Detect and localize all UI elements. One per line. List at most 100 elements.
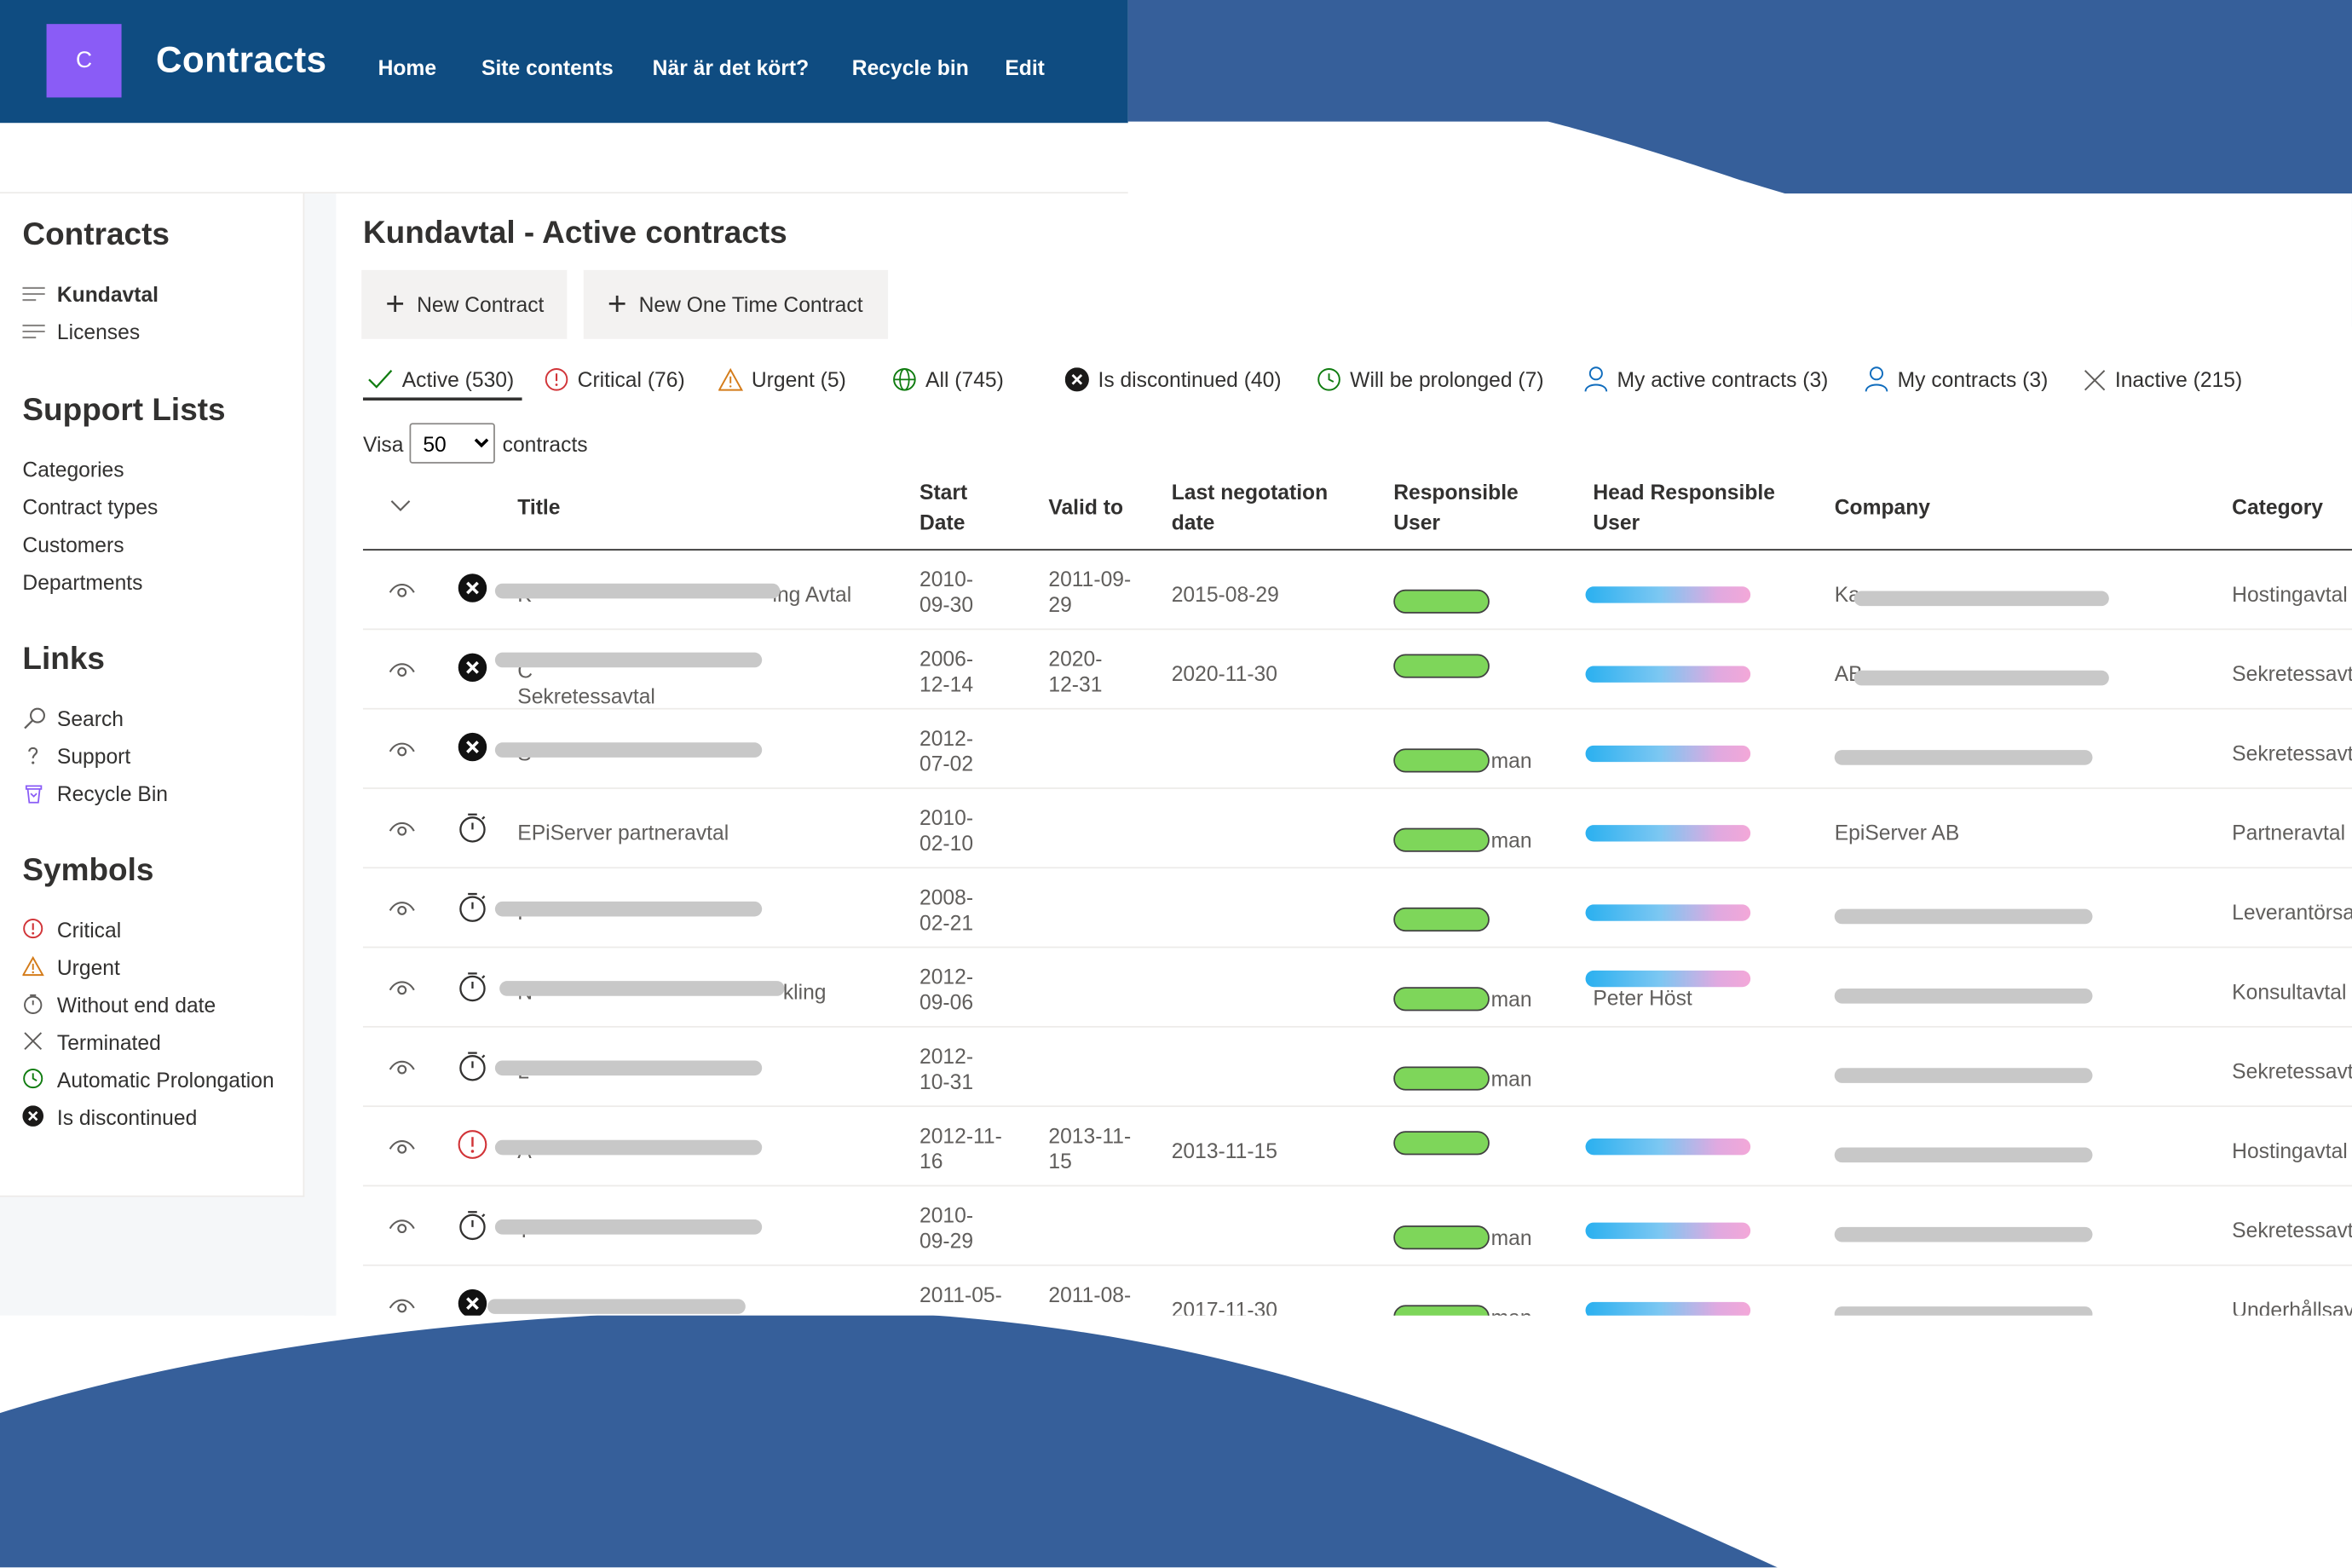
nav-item-kundavtal[interactable]: Kundavtal [22,280,159,308]
tab-urgent[interactable]: Urgent (5) [718,363,846,396]
legend-automatic-prolongation: Automatic Prolongation [22,1067,274,1094]
redacted-head-responsible-user [1585,1222,1751,1239]
view-icon[interactable] [389,819,416,846]
table-row[interactable]: EPiServer partneravtal 2010-02-10 man EpiSe… [337,789,2352,869]
redacted-company [1834,908,2093,925]
column-head-responsible-user[interactable]: Head Responsible User [1593,480,1775,534]
topnav-home[interactable]: Home [378,55,437,80]
site-logo[interactable]: C [46,24,122,98]
tab-active[interactable]: Active (530) [367,363,514,396]
tab-is-discontinued[interactable]: Is discontinued (40) [1064,363,1282,396]
start-date: 2010-02-10 [919,805,974,856]
view-icon[interactable] [389,1296,416,1316]
nav-item-licenses[interactable]: Licenses [22,318,140,345]
site-title[interactable]: Contracts [156,40,327,82]
table-row[interactable]: S2012-07-02manSekretessavtal [337,710,2352,789]
table-row[interactable]: King Avtal2010-09-302011-09-292015-08-29… [337,551,2352,631]
table-row[interactable]: 2011-05- 2011-08- 2017-11-30 man Underhållsa… [337,1266,2352,1316]
critical-icon [22,918,56,942]
row-divider [362,1105,2352,1108]
topnav-nar-ar-det-kort[interactable]: När är det kört? [652,55,810,80]
topnav-recycle-bin[interactable]: Recycle bin [851,55,969,80]
column-title[interactable]: Title [517,494,561,520]
valid-to-date: 2011-08- [1048,1282,1132,1307]
responsible-user-text[interactable]: man [1490,987,1532,1012]
redacted-head-responsible-user [1585,970,1751,988]
view-icon[interactable] [389,1217,416,1244]
search-icon [22,706,56,730]
title-text-end[interactable]: kling [782,979,827,1004]
tab-my-contracts[interactable]: My contracts (3) [1865,363,2048,396]
category: Sekretessavtal [2232,661,2352,686]
new-one-time-contract-label: New One Time Contract [638,292,863,317]
column-category[interactable]: Category [2232,494,2323,520]
view-icon[interactable] [389,580,416,608]
title-text-start[interactable]: EPiServer partneravtal [517,820,729,845]
table-row[interactable]: L2012-10-31manSekretessavtal [337,1028,2352,1108]
company-text[interactable]: EpiServer AB [1834,820,1960,845]
view-icon[interactable] [389,1058,416,1085]
nav-item-recycle-bin[interactable]: Recycle Bin [22,780,168,807]
tab-inactive[interactable]: Inactive (215) [2082,363,2242,396]
nav-item-departments[interactable]: Departments [22,569,143,595]
column-company[interactable]: Company [1834,494,1931,520]
view-icon[interactable] [389,978,416,1006]
recycle-bin-icon [22,781,56,805]
table-row[interactable]: T2010-09-29manSekretessavtal [337,1186,2352,1266]
table-row[interactable]: C Sekretessavtal 2006-12-14 2020-12-31 2020-… [337,630,2352,710]
tab-all[interactable]: All (745) [892,363,1004,396]
column-last-negotation-date[interactable]: Last negotation date [1171,480,1329,534]
column-start-date[interactable]: Start Date [919,480,968,534]
responsible-user-text[interactable]: man [1490,827,1532,852]
nav-item-search[interactable]: Search [22,705,124,732]
nav-item-label: Search [56,706,124,731]
row-divider [362,1185,2352,1187]
start-date: 2010-09-29 [919,1202,974,1253]
add-icon: + [385,285,406,323]
topnav-edit[interactable]: Edit [1005,55,1045,80]
head-responsible-user-text[interactable]: Peter Höst [1593,985,1692,1010]
table-row[interactable]: A2012-11-162013-11-152013-11-15Hostingav… [337,1107,2352,1187]
title-text-end[interactable]: ing Avtal [772,581,852,607]
redacted-head-responsible-user [1585,1301,1751,1316]
view-icon[interactable] [389,740,416,767]
responsible-user-text[interactable]: man [1490,748,1532,773]
redacted-responsible-user [1393,987,1490,1012]
nav-heading-symbols[interactable]: Symbols [22,853,154,889]
view-icon[interactable] [389,898,416,925]
responsible-user-text[interactable]: man [1491,1305,1532,1315]
new-one-time-contract-button[interactable]: + New One Time Contract [583,269,889,339]
tab-my-active-contracts[interactable]: My active contracts (3) [1584,363,1828,396]
clock-icon [1317,367,1340,390]
view-icon[interactable] [389,660,416,687]
view-icon[interactable] [389,1137,416,1164]
nav-heading-links[interactable]: Links [22,642,105,677]
tab-will-be-prolonged[interactable]: Will be prolonged (7) [1317,363,1544,396]
column-responsible-user[interactable]: Responsible User [1393,480,1519,534]
last-negotation-date: 2015-08-29 [1171,581,1279,607]
nav-item-customers[interactable]: Customers [22,532,124,557]
nav-heading-support-lists[interactable]: Support Lists [22,393,226,428]
topnav-site-contents[interactable]: Site contents [481,55,614,80]
redacted-responsible-user [1393,1131,1490,1156]
nav-heading-contracts[interactable]: Contracts [22,217,170,252]
nav-item-support[interactable]: Support [22,742,130,770]
column-valid-to[interactable]: Valid to [1048,494,1124,520]
chevron-down-icon[interactable] [390,499,412,513]
responsible-user-text[interactable]: man [1490,1225,1532,1250]
category: Underhållsavt [2232,1297,2352,1316]
new-contract-button[interactable]: + New Contract [361,269,568,339]
left-navigation: Contracts Kundavtal Licenses Support Lis… [0,193,305,1197]
redacted-company [1834,1226,2093,1242]
tab-critical[interactable]: Critical (76) [545,363,685,396]
page-size-select[interactable]: 50 [409,423,495,464]
discontinued-icon [1064,366,1089,391]
category: Partneravtal [2232,820,2346,845]
nav-item-contract-types[interactable]: Contract types [22,494,159,520]
responsible-user-text[interactable]: man [1490,1066,1532,1091]
nav-item-categories[interactable]: Categories [22,457,124,482]
title-text-line2[interactable]: Sekretessavtal [517,683,655,708]
